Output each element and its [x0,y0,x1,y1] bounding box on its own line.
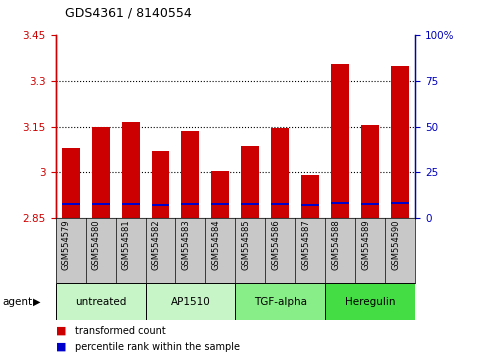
Bar [182,204,199,205]
Text: ▶: ▶ [33,297,41,307]
Bar [212,171,229,218]
Bar [236,283,326,320]
Text: ■: ■ [56,326,66,336]
Bar [361,125,379,218]
Text: Heregulin: Heregulin [345,297,396,307]
Bar [92,127,110,218]
Bar [122,122,140,218]
Bar [212,204,229,205]
Text: TGF-alpha: TGF-alpha [254,297,307,307]
Bar [152,204,170,206]
Bar [242,203,259,205]
Bar [122,203,140,205]
Text: GSM554581: GSM554581 [122,220,130,270]
Bar [331,202,349,204]
Text: percentile rank within the sample: percentile rank within the sample [75,342,240,352]
Text: GSM554588: GSM554588 [331,220,341,270]
Text: GSM554585: GSM554585 [242,220,251,270]
Text: AP1510: AP1510 [170,297,211,307]
Text: agent: agent [2,297,32,307]
Text: GSM554582: GSM554582 [152,220,160,270]
Text: GSM554590: GSM554590 [391,220,400,270]
Bar [301,204,319,206]
Text: transformed count: transformed count [75,326,166,336]
Text: GSM554589: GSM554589 [361,220,370,270]
Bar [391,202,410,204]
Text: GSM554587: GSM554587 [301,220,311,270]
Bar [61,203,80,205]
Text: GSM554584: GSM554584 [212,220,220,270]
Bar [331,64,349,218]
Bar [56,283,145,320]
Bar [361,204,379,205]
Text: GDS4361 / 8140554: GDS4361 / 8140554 [65,6,192,19]
Bar [92,203,110,205]
Text: GSM554586: GSM554586 [271,220,281,270]
Bar [271,203,289,205]
Bar [242,146,259,218]
Bar [326,283,415,320]
Bar [301,175,319,218]
Text: GSM554579: GSM554579 [61,220,71,270]
Bar [152,151,170,218]
Text: untreated: untreated [75,297,126,307]
Bar [391,66,410,218]
Bar [61,148,80,218]
Text: ■: ■ [56,342,66,352]
Text: GSM554583: GSM554583 [182,220,190,270]
Bar [271,128,289,218]
Bar [182,131,199,218]
Text: GSM554580: GSM554580 [91,220,100,270]
Bar [145,283,236,320]
